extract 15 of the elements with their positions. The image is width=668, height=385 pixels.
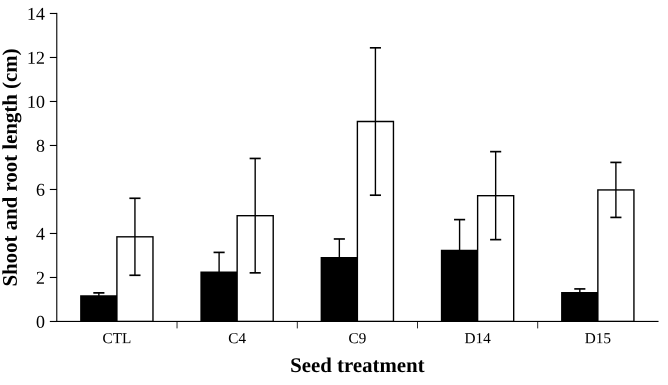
- x-tick-label: D14: [464, 333, 491, 344]
- x-tick-label: C9: [349, 333, 366, 344]
- x-tick-label: CTL: [103, 333, 130, 344]
- y-tick-label: 12: [28, 52, 44, 64]
- x-tick-label: C4: [228, 333, 246, 344]
- y-tick-label: 10: [28, 96, 44, 108]
- y-tick-label: 0: [36, 316, 44, 328]
- x-axis-title: Seed treatment: [291, 358, 424, 372]
- x-tick-label: D15: [585, 333, 610, 344]
- y-tick-label: 6: [36, 184, 44, 196]
- y-tick-label: 14: [28, 8, 45, 20]
- y-tick-label: 8: [36, 140, 44, 152]
- y-axis-title: Shoot and root length (cm): [2, 49, 22, 286]
- y-tick-label: 4: [36, 228, 45, 240]
- y-tick-label: 2: [36, 272, 44, 284]
